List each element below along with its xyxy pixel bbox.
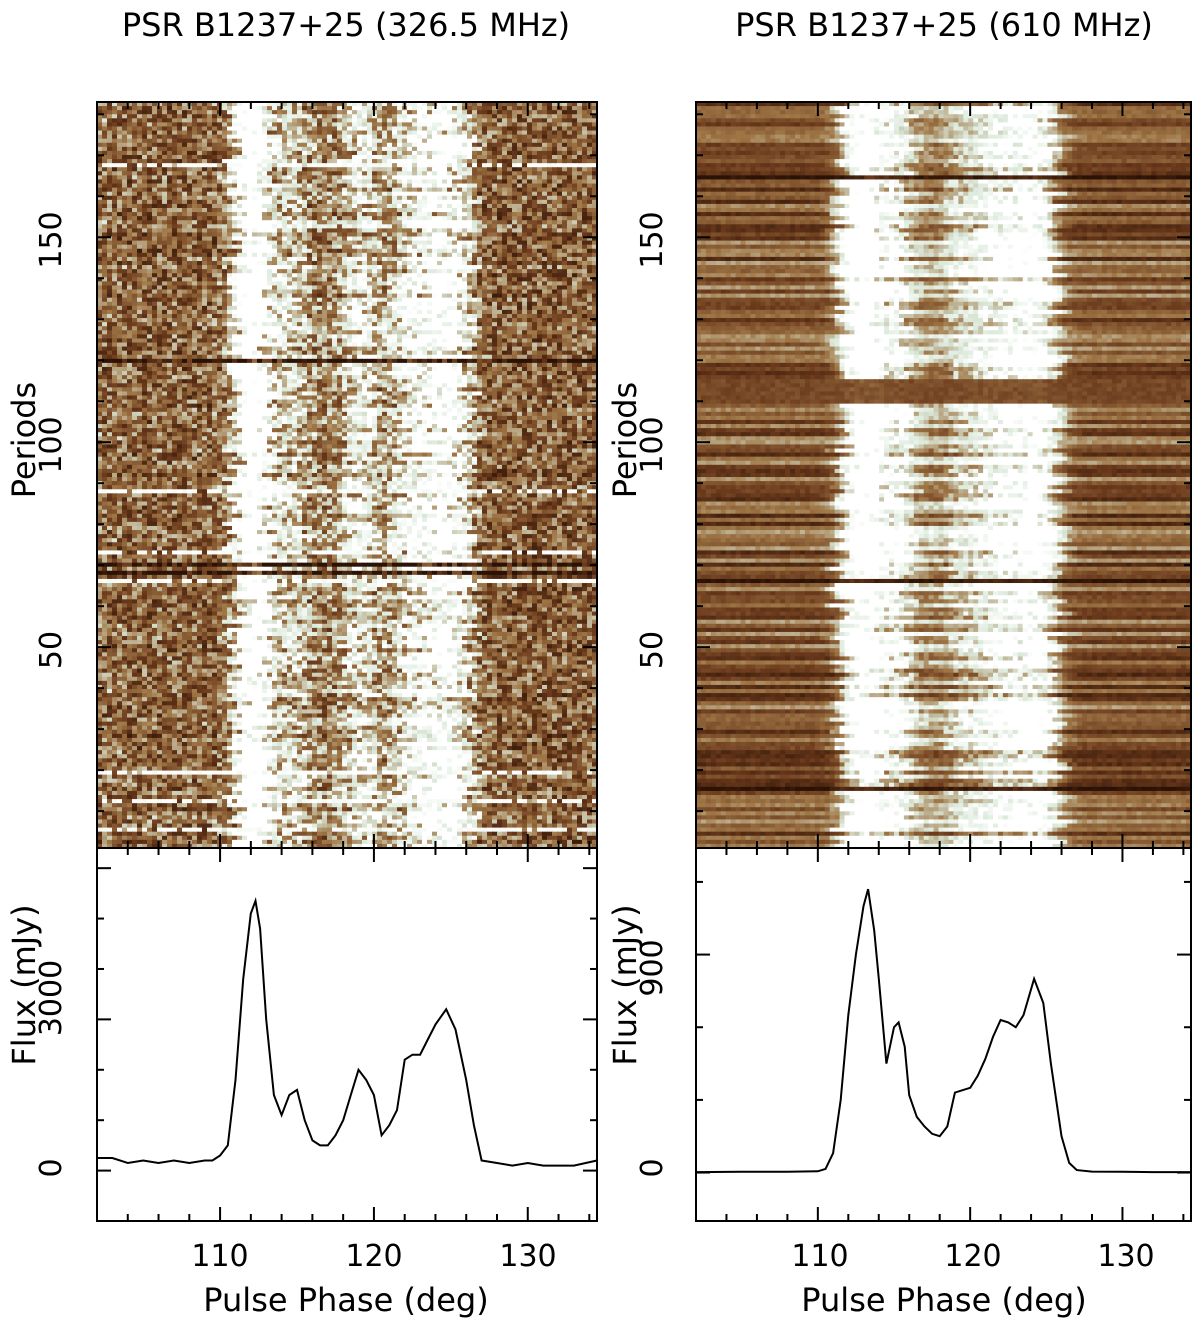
chart-title-left: PSR B1237+25 (326.5 MHz) [122, 6, 570, 44]
flux-tick-0-left: 0 [34, 1158, 69, 1177]
profile-ticks-right [696, 848, 1191, 1221]
chart-title-right: PSR B1237+25 (610 MHz) [735, 6, 1153, 44]
phase-tick-130-left: 130 [499, 1239, 556, 1274]
heatmap-left [96, 101, 598, 849]
periods-axis-label-left: Periods [5, 382, 43, 498]
profile-right [695, 847, 1192, 1222]
profile-frame-right [695, 847, 1192, 1222]
phase-axis-label-left: Pulse Phase (deg) [203, 1281, 488, 1319]
chart-right: PSR B1237+25 (610 MHz) 50 100 150 Period… [606, 6, 1192, 1319]
profile-left [96, 847, 598, 1222]
period-tick-100-left: 100 [34, 416, 69, 473]
flux-axis-label-left: Flux (mJy) [5, 904, 43, 1065]
period-tick-50-right: 50 [635, 631, 670, 669]
period-tick-50-left: 50 [34, 631, 69, 669]
phase-axis-label-right: Pulse Phase (deg) [801, 1281, 1086, 1319]
phase-tick-130-right: 130 [1097, 1239, 1154, 1274]
profile-frame-left [96, 847, 598, 1222]
phase-tick-110-left: 110 [191, 1239, 248, 1274]
heatmap-cells-right [696, 102, 1191, 848]
flux-profile-line-left [97, 897, 598, 1167]
flux-tick-3000-left: 3000 [34, 960, 69, 1036]
periods-axis-label-right: Periods [606, 382, 644, 498]
phase-tick-110-right: 110 [791, 1239, 848, 1274]
chart-left: PSR B1237+25 (326.5 MHz) 50 100 150 Peri… [5, 6, 598, 1319]
flux-tick-900-right: 900 [635, 939, 670, 996]
heatmap-ticks-right [696, 102, 1191, 848]
phase-tick-120-right: 120 [944, 1239, 1001, 1274]
heatmap-ticks-left [97, 102, 597, 848]
period-tick-150-left: 150 [34, 211, 69, 268]
heatmap-right [695, 101, 1192, 849]
period-tick-150-right: 150 [635, 211, 670, 268]
flux-tick-0-right: 0 [635, 1158, 670, 1177]
period-tick-100-right: 100 [635, 416, 670, 473]
profile-ticks-left [97, 848, 597, 1221]
heatmap-cells-left [97, 102, 597, 848]
flux-axis-label-right: Flux (mJy) [606, 904, 644, 1065]
flux-profile-line-right [695, 888, 1191, 1174]
phase-tick-120-left: 120 [345, 1239, 402, 1274]
